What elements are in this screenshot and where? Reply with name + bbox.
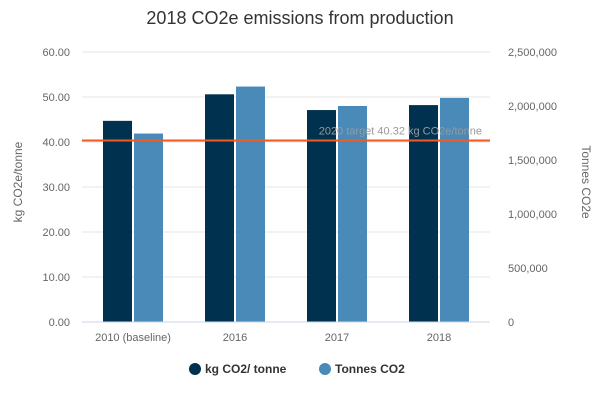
- bar-tonnes-co2-0[interactable]: [134, 133, 163, 322]
- legend: kg CO2/ tonne Tonnes CO2: [189, 362, 405, 376]
- category-label-0: 2010 (baseline): [95, 332, 171, 344]
- target-line-group: 2020 target 40.32 kg CO2e/tonne: [82, 126, 490, 142]
- x-axis: 2010 (baseline) 2016 2017 2018: [95, 332, 451, 344]
- legend-marker-1[interactable]: [319, 363, 331, 375]
- right-tick-label-3: 1,500,000: [508, 155, 557, 167]
- target-line-label: 2020 target 40.32 kg CO2e/tonne: [319, 126, 482, 138]
- chart-title: 2018 CO2e emissions from production: [146, 8, 453, 28]
- right-tick-label-0: 0: [508, 317, 514, 329]
- left-tick-label-0: 0.00: [49, 317, 70, 329]
- category-label-1: 2016: [223, 332, 247, 344]
- bar-kg-co2-tonne-0[interactable]: [103, 120, 132, 322]
- left-tick-label-5: 50.00: [42, 92, 70, 104]
- category-label-2: 2017: [325, 332, 349, 344]
- legend-label-1[interactable]: Tonnes CO2: [335, 362, 405, 376]
- bar-kg-co2-tonne-2[interactable]: [307, 110, 336, 322]
- bar-tonnes-co2-2[interactable]: [338, 106, 367, 322]
- right-tick-label-5: 2,500,000: [508, 47, 557, 59]
- bar-tonnes-co2-1[interactable]: [236, 86, 265, 322]
- right-axis-title: Tonnes CO2e: [579, 145, 593, 219]
- left-tick-label-1: 10.00: [42, 272, 70, 284]
- left-tick-label-4: 40.00: [42, 137, 70, 149]
- right-axis: 0 500,000 1,000,000 1,500,000 2,000,000 2,500…: [508, 47, 557, 329]
- right-tick-label-2: 1,000,000: [508, 209, 557, 221]
- legend-label-0[interactable]: kg CO2/ tonne: [205, 362, 287, 376]
- bar-tonnes-co2-3[interactable]: [440, 97, 469, 323]
- right-tick-label-4: 2,000,000: [508, 101, 557, 113]
- right-tick-label-1: 500,000: [508, 263, 548, 275]
- bar-kg-co2-tonne-3[interactable]: [409, 105, 438, 322]
- left-axis-title: kg CO2e/tonne: [11, 141, 25, 222]
- left-axis: 0.00 10.00 20.00 30.00 40.00 50.00 60.00: [42, 47, 70, 329]
- left-tick-label-3: 30.00: [42, 182, 70, 194]
- category-label-3: 2018: [427, 332, 451, 344]
- left-tick-label-2: 20.00: [42, 227, 70, 239]
- left-tick-label-6: 60.00: [42, 47, 70, 59]
- legend-marker-0[interactable]: [189, 363, 201, 375]
- bar-kg-co2-tonne-1[interactable]: [205, 94, 234, 322]
- bars: [82, 86, 490, 323]
